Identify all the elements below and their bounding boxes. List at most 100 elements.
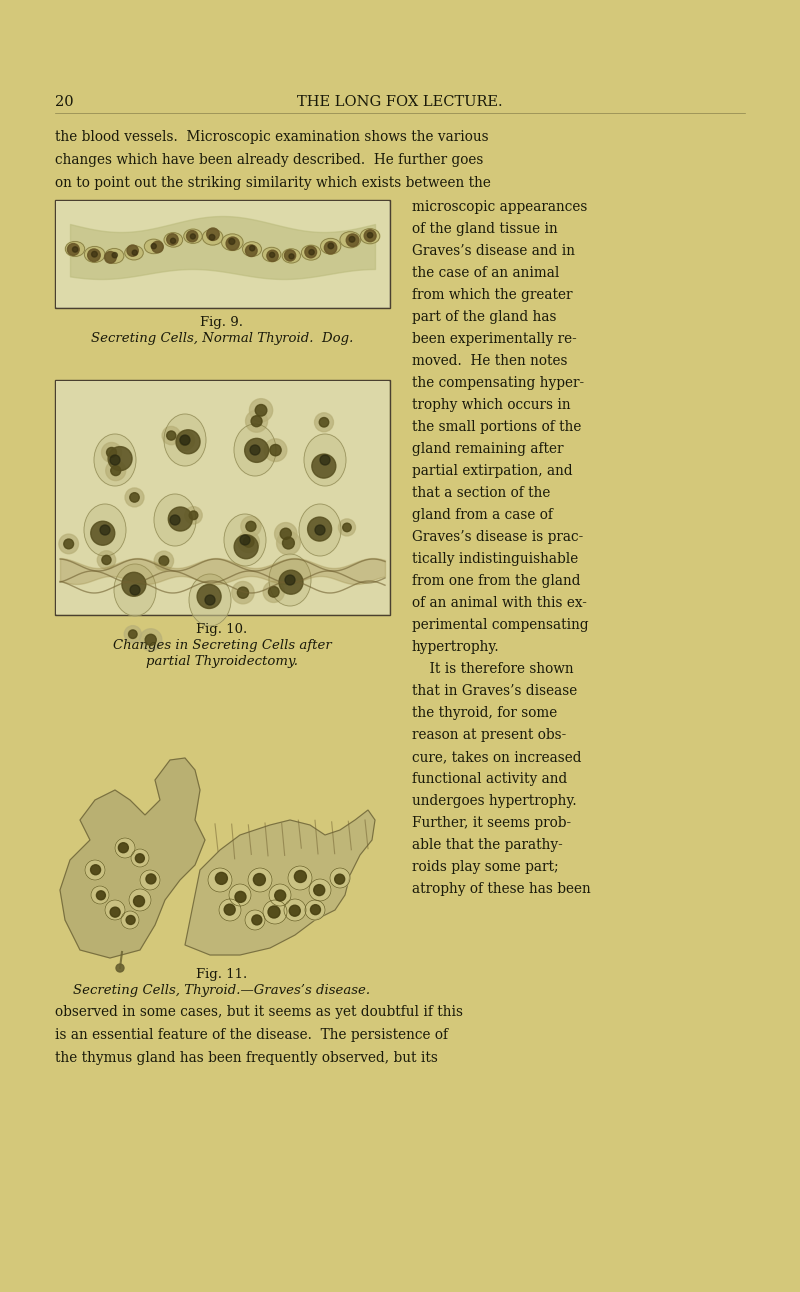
Ellipse shape (164, 233, 182, 247)
Circle shape (59, 534, 78, 554)
Circle shape (267, 251, 278, 261)
Text: on to point out the striking similarity which exists between the: on to point out the striking similarity … (55, 176, 491, 190)
Circle shape (235, 891, 246, 902)
Circle shape (320, 455, 330, 465)
Circle shape (197, 584, 221, 609)
Text: perimental compensating: perimental compensating (412, 618, 589, 632)
Circle shape (269, 587, 279, 597)
Circle shape (280, 528, 291, 539)
Circle shape (250, 245, 255, 251)
Text: Graves’s disease is prac-: Graves’s disease is prac- (412, 530, 583, 544)
Circle shape (328, 243, 334, 249)
Circle shape (127, 245, 138, 256)
Circle shape (110, 455, 120, 465)
Text: of an animal with this ex-: of an animal with this ex- (412, 596, 587, 610)
Circle shape (205, 596, 215, 605)
Ellipse shape (224, 514, 266, 566)
Ellipse shape (125, 245, 143, 260)
Circle shape (263, 901, 287, 924)
Circle shape (67, 243, 79, 256)
Circle shape (234, 535, 258, 558)
Circle shape (255, 404, 267, 416)
Circle shape (105, 901, 125, 920)
Circle shape (284, 899, 306, 921)
Ellipse shape (105, 248, 124, 264)
Circle shape (338, 519, 355, 536)
Circle shape (206, 227, 219, 240)
Ellipse shape (164, 413, 206, 466)
Text: the case of an animal: the case of an animal (412, 266, 559, 280)
Circle shape (282, 537, 294, 549)
Circle shape (190, 234, 195, 239)
Text: partial extirpation, and: partial extirpation, and (412, 464, 573, 478)
Text: Graves’s disease and in: Graves’s disease and in (412, 244, 575, 258)
Circle shape (238, 587, 249, 598)
Circle shape (186, 230, 198, 242)
Circle shape (254, 873, 266, 885)
Circle shape (229, 239, 235, 244)
Circle shape (130, 585, 140, 596)
Text: is an essential feature of the disease.  The persistence of: is an essential feature of the disease. … (55, 1028, 448, 1043)
Text: microscopic appearances: microscopic appearances (412, 200, 587, 214)
Text: Fig. 11.: Fig. 11. (196, 968, 248, 981)
Circle shape (314, 412, 334, 432)
Circle shape (274, 522, 297, 545)
Circle shape (250, 399, 273, 422)
Ellipse shape (321, 238, 341, 255)
Circle shape (241, 517, 261, 536)
Circle shape (91, 252, 98, 257)
Circle shape (330, 868, 350, 888)
Circle shape (110, 907, 120, 917)
Circle shape (334, 875, 345, 884)
Circle shape (134, 895, 145, 907)
Circle shape (251, 416, 262, 426)
Circle shape (226, 236, 239, 251)
Ellipse shape (299, 504, 341, 556)
Ellipse shape (360, 229, 380, 244)
Text: tically indistinguishable: tically indistinguishable (412, 552, 578, 566)
Circle shape (98, 550, 116, 570)
Circle shape (90, 521, 114, 545)
Circle shape (132, 251, 138, 256)
Circle shape (270, 252, 274, 257)
Text: observed in some cases, but it seems as yet doubtful if this: observed in some cases, but it seems as … (55, 1005, 463, 1019)
Circle shape (288, 866, 312, 890)
Text: Changes in Secreting Cells after: Changes in Secreting Cells after (113, 640, 331, 652)
Circle shape (97, 890, 106, 899)
Text: trophy which occurs in: trophy which occurs in (412, 398, 570, 412)
Circle shape (245, 910, 265, 930)
Circle shape (312, 453, 336, 478)
Text: moved.  He then notes: moved. He then notes (412, 354, 567, 368)
Circle shape (229, 884, 251, 906)
Text: functional activity and: functional activity and (412, 773, 567, 786)
Circle shape (151, 244, 156, 249)
Text: hypertrophy.: hypertrophy. (412, 640, 500, 654)
Text: Fig. 9.: Fig. 9. (201, 317, 243, 329)
Ellipse shape (144, 239, 163, 253)
Bar (55, 200, 390, 307)
Text: Further, it seems prob-: Further, it seems prob- (412, 817, 571, 829)
Circle shape (180, 435, 190, 444)
Ellipse shape (94, 434, 136, 486)
Circle shape (324, 242, 337, 255)
Circle shape (224, 904, 235, 915)
Ellipse shape (282, 249, 301, 264)
Circle shape (319, 417, 329, 428)
Circle shape (135, 854, 144, 863)
Circle shape (243, 536, 254, 548)
Circle shape (105, 252, 116, 264)
Circle shape (180, 435, 190, 446)
Circle shape (269, 884, 291, 906)
Text: undergoes hypertrophy.: undergoes hypertrophy. (412, 795, 577, 808)
Circle shape (252, 915, 262, 925)
Circle shape (215, 872, 227, 885)
Text: gland remaining after: gland remaining after (412, 442, 563, 456)
Circle shape (85, 860, 105, 880)
Ellipse shape (154, 494, 196, 547)
Circle shape (106, 447, 117, 457)
Bar (56, 202, 389, 307)
Text: Secreting Cells, Normal Thyroid.  Dog.: Secreting Cells, Normal Thyroid. Dog. (91, 332, 353, 345)
Text: the compensating hyper-: the compensating hyper- (412, 376, 584, 390)
Circle shape (240, 535, 250, 545)
Text: of the gland tissue in: of the gland tissue in (412, 222, 558, 236)
